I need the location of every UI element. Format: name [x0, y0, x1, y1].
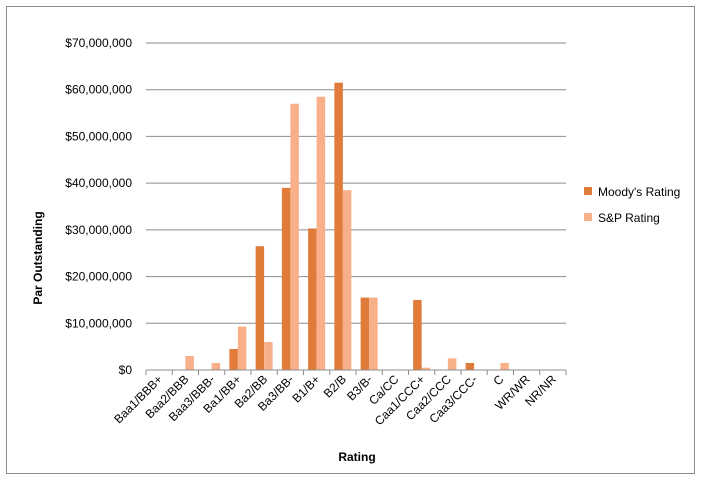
legend-swatch-moodys [584, 187, 592, 195]
x-axis [145, 369, 567, 375]
y-tick-label: $30,000,000 [65, 223, 132, 237]
bar-moodys [413, 299, 422, 370]
bars [185, 82, 509, 370]
y-tick-label: $70,000,000 [65, 36, 132, 50]
y-tick-label: $50,000,000 [65, 129, 132, 143]
y-tick-label: $20,000,000 [65, 270, 132, 284]
bar-sp [421, 367, 431, 370]
bar-sp [290, 103, 299, 370]
x-axis-ticks: Baa1/BBB+Baa2/BBBBaa3/BBB-Ba1/BB+Ba2/BBB… [111, 372, 559, 428]
legend: Moody's Rating S&P Rating [584, 185, 680, 225]
legend-swatch-sp [584, 213, 592, 221]
gridlines [146, 42, 566, 324]
bar-sp [211, 362, 221, 370]
y-tick-label: $40,000,000 [65, 176, 132, 190]
y-axis-title: Par Outstanding [31, 211, 45, 304]
bar-sp [500, 362, 509, 370]
bar-sp [316, 96, 326, 370]
x-tick-label: B1/B+ [289, 372, 322, 405]
bar-sp [342, 190, 352, 370]
bar-sp [447, 358, 457, 370]
y-axis-ticks: $0 $10,000,000 $20,000,000 $30,000,000 $40,0… [65, 36, 132, 377]
bar-sp [264, 341, 273, 370]
bar-sp [369, 297, 378, 370]
bar-moodys [308, 228, 317, 370]
x-axis-title: Rating [338, 450, 375, 464]
bar-moodys [255, 246, 265, 370]
bar-sp [237, 326, 247, 370]
bar-moodys [281, 187, 291, 370]
bar-moodys [465, 362, 475, 370]
legend-label-moodys: Moody's Rating [598, 185, 680, 199]
bar-sp [185, 355, 194, 370]
bar-moodys [334, 82, 343, 370]
x-tick-label: B2/B [321, 372, 349, 400]
bar-moodys [360, 297, 370, 370]
y-tick-label: $0 [119, 363, 133, 377]
y-tick-label: $60,000,000 [65, 83, 132, 97]
legend-label-sp: S&P Rating [598, 211, 660, 225]
x-tick-label: C [490, 372, 506, 388]
y-tick-label: $10,000,000 [65, 316, 132, 330]
bar-moodys [229, 348, 238, 370]
